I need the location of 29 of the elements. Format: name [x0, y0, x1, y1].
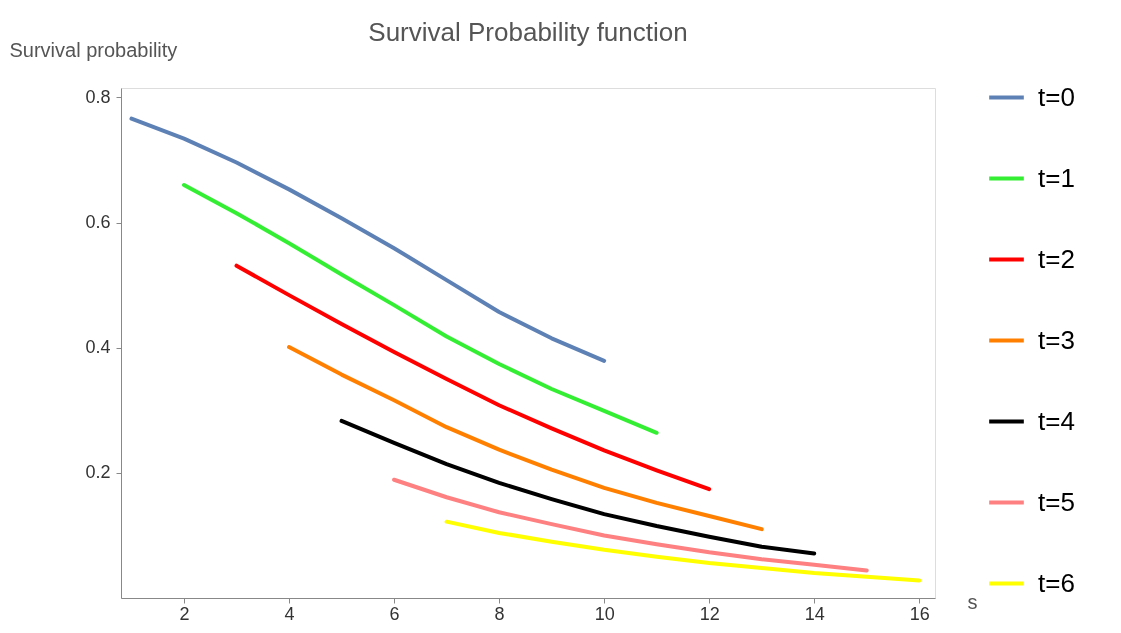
x-axis-title: s: [967, 590, 978, 613]
legend-label: t=5: [1038, 486, 1075, 517]
y-tick-label: 0.8: [85, 86, 111, 107]
x-tick-label: 8: [494, 603, 505, 624]
legend-label: t=2: [1038, 243, 1075, 274]
x-tick-label: 6: [389, 603, 400, 624]
y-tick-label: 0.4: [85, 337, 111, 358]
y-tick-label: 0.2: [85, 462, 111, 483]
y-axis-title: Survival probability: [9, 38, 178, 61]
line-series: [182, 182, 659, 435]
line-series: [392, 477, 869, 573]
legend-label: t=6: [1038, 567, 1075, 598]
x-tick-label: 14: [804, 603, 825, 624]
line-series: [287, 345, 764, 532]
chart-title: Survival Probability function: [368, 17, 688, 47]
x-tick-label: 10: [594, 603, 615, 624]
legend-label: t=0: [1038, 81, 1075, 112]
legend-label: t=4: [1038, 405, 1075, 436]
legend-label: t=3: [1038, 324, 1075, 355]
line-series: [444, 519, 922, 583]
legend-label: t=1: [1038, 162, 1075, 193]
x-tick-label: 4: [284, 603, 295, 624]
x-tick-label: 2: [179, 603, 190, 624]
line-series: [234, 263, 712, 492]
y-tick-label: 0.6: [85, 212, 111, 233]
x-tick-label: 12: [699, 603, 720, 624]
line-series: [339, 418, 817, 556]
x-tick-label: 16: [909, 603, 930, 624]
line-series: [129, 116, 607, 363]
